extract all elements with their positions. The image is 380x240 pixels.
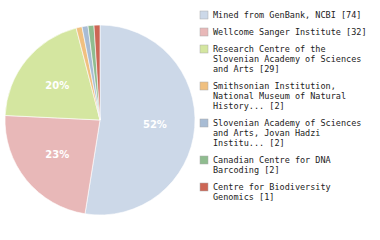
legend-label: Research Centre of theSlovenian Academy … — [213, 44, 361, 74]
pie-slice — [82, 26, 100, 120]
legend-label-line: and Arts [29] — [213, 64, 280, 74]
legend-item: Slovenian Academy of Sciencesand Arts, J… — [200, 118, 361, 148]
legend-swatch — [200, 28, 208, 36]
legend-label-line: Institu... [2] — [213, 138, 285, 148]
legend-label-line: Research Centre of the — [213, 44, 326, 54]
legend-item: Wellcome Sanger Institute [32] — [200, 27, 367, 37]
legend-swatch — [200, 45, 208, 53]
data-label: 23% — [45, 149, 69, 160]
legend-label-line: Centre for Biodiversity — [213, 182, 331, 192]
legend-swatch — [200, 119, 208, 127]
pie-slice — [5, 115, 100, 213]
legend-swatch — [200, 156, 208, 164]
legend-swatch — [200, 11, 208, 19]
legend-label-line: Mined from GenBank, NCBI [74] — [213, 10, 361, 20]
data-label: 20% — [45, 80, 69, 91]
data-label: 52% — [143, 119, 167, 130]
legend-label: Canadian Centre for DNABarcoding [2] — [213, 155, 331, 175]
legend-label-line: Wellcome Sanger Institute [32] — [213, 27, 367, 37]
chart: 52% 23% 20% Mined from GenBank, NCBI [74] We… — [0, 0, 380, 240]
legend-item: Smithsonian Institution,National Museum … — [200, 81, 346, 111]
legend-label-line: National Museum of Natural — [213, 91, 346, 101]
legend-item: Mined from GenBank, NCBI [74] — [200, 10, 361, 20]
legend-item: Canadian Centre for DNABarcoding [2] — [200, 155, 331, 175]
legend-item: Research Centre of theSlovenian Academy … — [200, 44, 361, 74]
legend-item: Centre for BiodiversityGenomics [1] — [200, 182, 331, 202]
legend-swatch — [200, 82, 208, 90]
legend-label: Slovenian Academy of Sciencesand Arts, J… — [213, 118, 361, 148]
legend-label-line: Slovenian Academy of Sciences — [213, 118, 361, 128]
pie-slice — [94, 25, 100, 120]
legend-label-line: Smithsonian Institution, — [213, 81, 336, 91]
legend-label: Smithsonian Institution,National Museum … — [213, 81, 346, 111]
legend-label-line: History... [2] — [213, 101, 285, 111]
legend-label-line: Barcoding [2] — [213, 165, 280, 175]
pie — [5, 25, 195, 215]
legend-swatch — [200, 183, 208, 191]
legend-label-line: Genomics [1] — [213, 192, 274, 202]
data-labels: 52% 23% 20% — [45, 80, 167, 160]
legend-label: Centre for BiodiversityGenomics [1] — [213, 182, 331, 202]
legend-label: Mined from GenBank, NCBI [74] — [213, 10, 361, 20]
legend-label: Wellcome Sanger Institute [32] — [213, 27, 367, 37]
legend-label-line: Canadian Centre for DNA — [213, 155, 331, 165]
legend-label-line: and Arts, Jovan Hadzi — [213, 128, 320, 138]
pie-slice — [85, 25, 195, 215]
legend-label-line: Slovenian Academy of Sciences — [213, 54, 361, 64]
legend: Mined from GenBank, NCBI [74] Wellcome Sa… — [200, 10, 367, 202]
pie-slice — [88, 25, 100, 120]
